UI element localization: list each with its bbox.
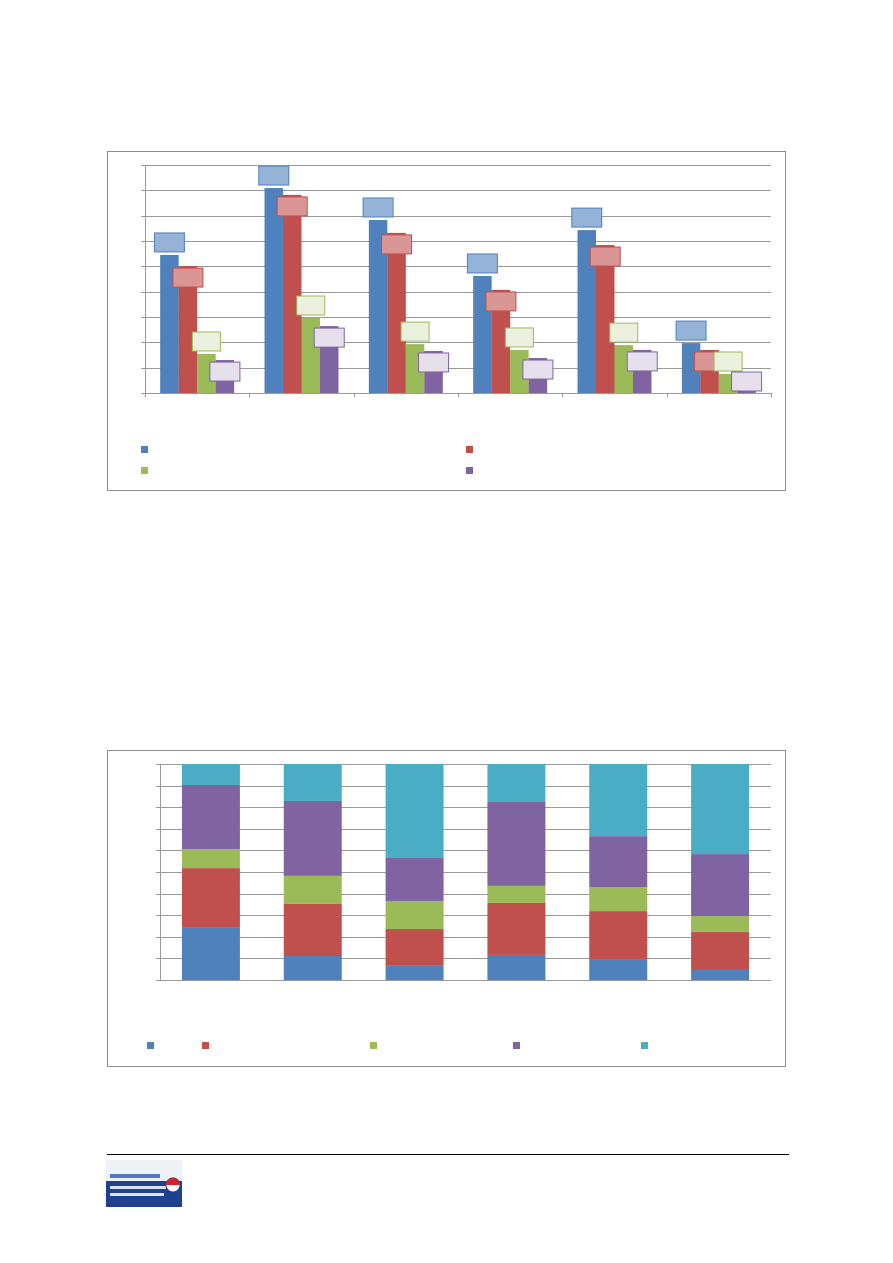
data-label-box [571,207,603,228]
data-label-box [153,232,185,253]
bar-segment [385,965,444,980]
bar-segment [487,764,546,803]
legend-marker [370,1042,377,1049]
bar-segment [283,875,342,904]
bar-segment [589,911,648,960]
legend-marker [641,1042,648,1049]
bar [387,232,406,393]
bar-segment [691,932,750,969]
bar [491,289,511,393]
logo-wordmark-line [110,1186,166,1189]
data-label-box [381,234,413,255]
bar-segment [487,954,546,980]
bar-segment [385,900,444,930]
legend-marker [202,1042,209,1049]
bar-segment [691,916,750,933]
data-label-box [626,351,658,372]
legend-marker [147,1042,154,1049]
bar-segment [487,902,546,955]
bar [368,219,388,393]
logo [106,1160,182,1207]
bar-segment [283,956,342,980]
bar-segment [589,959,648,980]
bar-segment [385,857,444,901]
data-label-box [731,371,763,392]
logo-wordmark-line [110,1174,160,1178]
data-label-box [675,320,707,341]
bar-segment [589,836,648,888]
logo-emblem-icon [165,1177,181,1193]
data-label-box [296,295,326,316]
bar-segment [181,784,240,850]
grouped-bar-chart [107,151,786,491]
legend-marker [141,467,148,474]
bar [160,254,179,393]
bar [178,266,198,393]
data-label-box [504,327,534,348]
logo-wordmark-line [110,1193,164,1196]
bar-segment [385,929,444,966]
bar-segment [487,885,546,903]
bar-segment [691,854,750,917]
footer-divider [107,1154,789,1155]
bar-segment [385,764,444,858]
data-label-box [522,359,554,380]
bar-segment [181,849,240,869]
data-label-box [209,361,241,382]
legend-marker [466,446,473,453]
stacked-percent-bar-chart [107,750,786,1067]
data-label-box [589,246,621,267]
bar [283,194,302,393]
bar-segment [487,802,546,886]
data-label-box [172,267,204,288]
data-label-box [362,197,394,218]
bar [596,245,615,393]
bar-segment [589,764,648,837]
bar-segment [589,887,648,912]
bar-segment [283,800,342,876]
chart-frame [107,151,786,491]
data-label-box [313,327,345,348]
data-label-box [276,196,308,217]
legend-marker [141,446,148,453]
bar [577,230,596,393]
legend-marker [466,467,473,474]
legend-marker [513,1042,520,1049]
bar-segment [181,764,240,785]
data-label-box [466,253,498,274]
bar-segment [283,903,342,957]
data-label-box [713,351,743,372]
data-label-box [418,352,450,373]
bar-segment [283,764,342,801]
data-label-box [258,165,290,186]
data-label-box [609,322,639,343]
bar [264,188,283,393]
data-label-box [485,291,517,312]
bar-segment [181,927,240,980]
data-label-box [191,331,221,352]
bar-segment [691,968,750,980]
bar-segment [691,764,750,855]
bar-segment [181,868,240,928]
data-label-box [400,321,430,342]
